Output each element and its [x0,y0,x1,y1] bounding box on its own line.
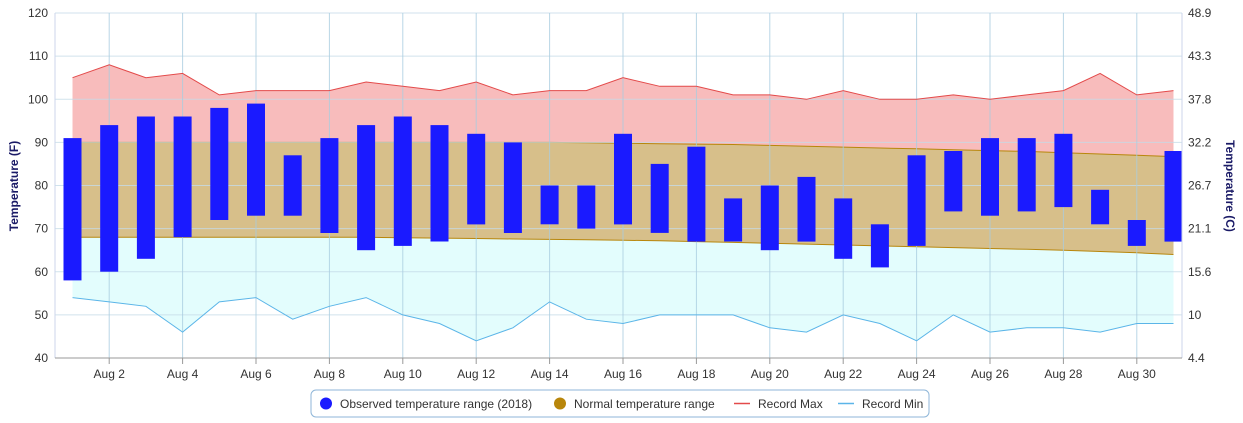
observed-bar [1017,138,1036,212]
y-right-axis-title: Temperature (C) [1223,140,1237,232]
observed-bar [944,151,963,212]
legend-item-record-max[interactable]: Record Max [734,397,823,411]
y-right-tick-label: 10 [1188,308,1202,322]
observed-bar [540,185,559,225]
record-max-line [72,64,1174,100]
y-right-ticks: 4.4 10 15.6 21.1 26.7 32.2 37.8 43.3 48.9 [1188,6,1212,365]
observed-bar [760,185,779,251]
y-left-axis-title: Temperature (F) [7,141,21,231]
observed-bar [1127,220,1146,246]
y-left-tick-label: 60 [35,265,49,279]
observed-bar [577,185,596,229]
observed-bar [1054,133,1073,208]
legend-swatch-normal [554,397,566,410]
observed-bar [283,155,302,216]
y-left-tick-label: 50 [35,308,49,322]
observed-bar [393,116,412,246]
observed-bar [320,138,339,233]
y-right-tick-label: 26.7 [1188,179,1212,193]
y-left-tick-label: 90 [35,135,49,149]
legend-item-normal[interactable]: Normal temperature range [554,397,715,411]
x-tick-label: Aug 4 [167,367,199,381]
y-right-tick-label: 4.4 [1188,351,1205,365]
observed-bar [687,146,706,242]
observed-bar [981,138,999,216]
observed-bar [797,176,816,242]
legend-item-observed[interactable]: Observed temperature range (2018) [320,397,532,411]
observed-bar [430,125,449,242]
legend-label-record-min: Record Min [862,397,923,411]
observed-bar [650,163,669,233]
observed-bar [357,125,376,251]
observed-bar [247,103,265,216]
x-tick-label: Aug 10 [384,367,422,381]
observed-bar [173,116,192,238]
observed-bars [63,103,1183,281]
y-right-tick-label: 48.9 [1188,6,1212,20]
x-tick-label: Aug 16 [604,367,642,381]
observed-bar [1091,189,1110,225]
x-tick-label: Aug 8 [314,367,346,381]
observed-bar [724,198,743,242]
legend-swatch-observed [320,397,332,410]
x-tick-label: Aug 12 [457,367,495,381]
x-tick-label: Aug 26 [971,367,1009,381]
observed-bar [907,155,926,246]
x-ticks: Aug 2 Aug 4 Aug 6 Aug 8 Aug 10 Aug 12 Aug 14 Au… [94,358,1156,381]
y-right-tick-label: 43.3 [1188,49,1212,63]
legend-label-observed: Observed temperature range (2018) [340,397,532,411]
observed-bar [503,142,522,233]
y-left-tick-label: 80 [35,179,49,193]
x-tick-label: Aug 2 [94,367,126,381]
legend-label-record-max: Record Max [758,397,823,411]
y-left-tick-label: 40 [35,351,49,365]
observed-bar [63,138,82,281]
x-tick-label: Aug 28 [1044,367,1082,381]
x-tick-label: Aug 14 [531,367,569,381]
legend-label-normal: Normal temperature range [574,397,715,411]
observed-bar [614,133,632,225]
x-tick-label: Aug 24 [898,367,936,381]
x-tick-label: Aug 18 [677,367,715,381]
observed-bar [834,198,853,259]
observed-bar [210,107,229,220]
y-left-tick-label: 120 [28,6,48,20]
observed-bar [467,133,486,225]
observed-bar [100,125,119,272]
y-right-tick-label: 15.6 [1188,265,1212,279]
y-left-tick-label: 110 [29,49,48,63]
record-lines [72,64,1174,342]
legend: Observed temperature range (2018) Normal… [310,389,930,418]
x-tick-label: Aug 6 [240,367,272,381]
legend-item-record-min[interactable]: Record Min [838,397,923,411]
y-right-tick-label: 21.1 [1188,222,1212,236]
axes [54,13,1183,359]
y-right-tick-label: 32.2 [1188,135,1212,149]
y-left-tick-label: 70 [35,222,49,236]
y-left-ticks: 40 50 60 70 80 90 100 110 120 [28,6,48,365]
x-tick-label: Aug 20 [751,367,789,381]
record-min-line [72,297,1174,342]
y-left-tick-label: 100 [28,92,48,106]
observed-bar [870,224,889,268]
observed-bar [1164,151,1183,242]
x-tick-label: Aug 22 [824,367,862,381]
y-right-tick-label: 37.8 [1188,92,1212,106]
legend-box [310,389,930,418]
x-tick-label: Aug 30 [1118,367,1156,381]
observed-bar [136,116,155,259]
